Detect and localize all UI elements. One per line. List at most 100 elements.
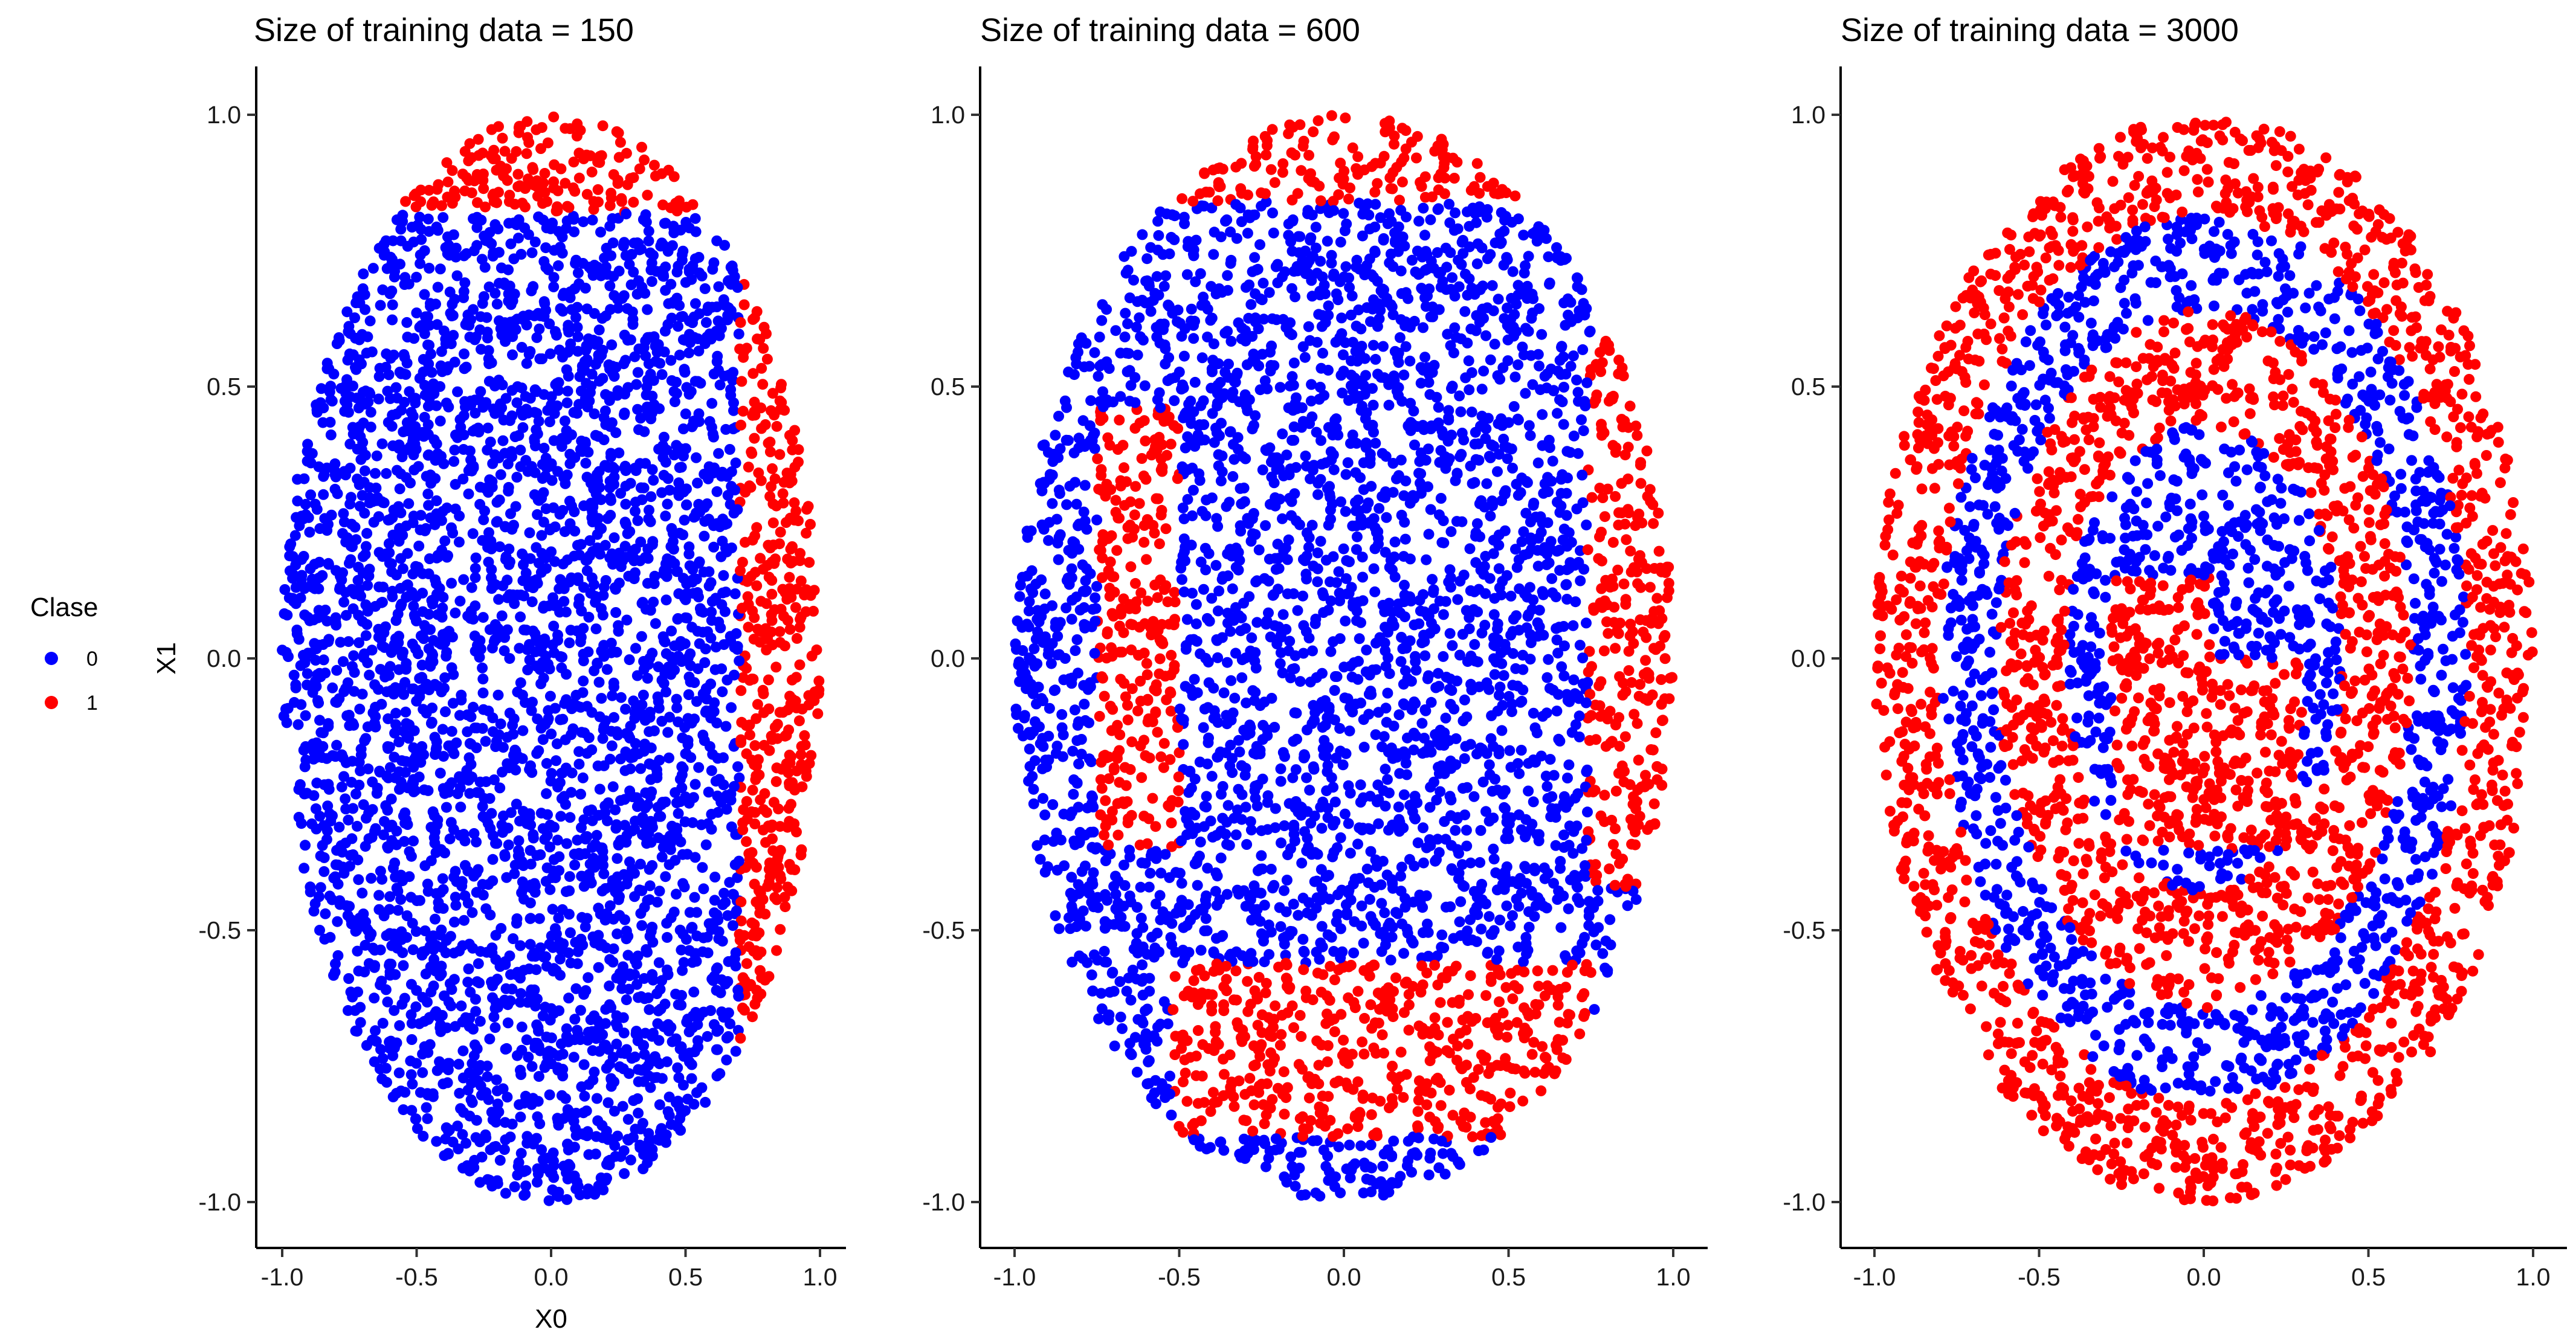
point — [376, 873, 388, 885]
point — [310, 803, 321, 814]
point — [544, 1089, 555, 1101]
point — [737, 602, 747, 614]
point — [613, 265, 625, 277]
point — [737, 405, 749, 417]
point — [777, 488, 789, 500]
point — [642, 304, 653, 315]
point — [554, 606, 566, 618]
point — [620, 480, 631, 492]
point — [474, 1177, 486, 1188]
point — [419, 328, 430, 339]
point — [432, 550, 444, 561]
point — [499, 146, 511, 157]
point — [493, 729, 505, 741]
x-axis-title: X0 — [535, 1304, 567, 1334]
point — [349, 521, 361, 533]
point — [568, 214, 579, 225]
point — [604, 999, 615, 1011]
point — [631, 979, 642, 990]
point — [654, 403, 665, 414]
point — [342, 355, 353, 366]
point — [767, 388, 778, 399]
point — [640, 209, 651, 220]
point — [531, 542, 542, 553]
point — [648, 159, 660, 171]
point — [546, 728, 557, 740]
point — [626, 249, 638, 260]
point — [397, 530, 408, 541]
point — [473, 864, 484, 875]
point — [345, 850, 356, 861]
point — [525, 913, 536, 924]
point — [1578, 425, 1589, 436]
point — [482, 422, 494, 434]
point — [493, 121, 504, 132]
point — [775, 526, 786, 538]
point — [1474, 172, 1486, 183]
point — [552, 834, 563, 846]
point — [722, 310, 734, 321]
point — [543, 1195, 555, 1206]
point — [563, 202, 575, 213]
point — [1326, 110, 1337, 121]
point — [621, 519, 631, 530]
point — [625, 752, 636, 764]
point — [399, 807, 411, 818]
point — [330, 859, 341, 870]
point — [468, 701, 479, 713]
point — [682, 713, 694, 724]
point — [790, 602, 801, 613]
point — [552, 781, 563, 793]
point — [608, 169, 619, 180]
point — [441, 934, 452, 946]
point — [544, 348, 556, 359]
point — [656, 237, 668, 249]
point — [353, 402, 364, 414]
legend-label-0: 0 — [86, 648, 98, 670]
point — [1480, 990, 1492, 1002]
point — [535, 808, 547, 819]
point — [1395, 656, 1407, 667]
legend-swatch-0 — [45, 652, 58, 665]
point — [704, 416, 715, 427]
point — [671, 205, 683, 217]
point — [630, 465, 642, 477]
point — [559, 415, 570, 426]
point — [1410, 651, 1421, 662]
point — [614, 1061, 625, 1072]
point — [367, 776, 378, 788]
point — [705, 632, 717, 644]
point — [683, 1026, 695, 1038]
point — [466, 771, 477, 783]
point — [299, 788, 310, 800]
point — [627, 313, 639, 325]
point — [741, 958, 752, 969]
point — [775, 603, 787, 615]
point — [645, 368, 656, 380]
point — [331, 338, 343, 349]
point — [531, 408, 543, 419]
point — [749, 759, 760, 770]
point — [775, 870, 786, 881]
point — [527, 696, 538, 708]
point — [579, 365, 590, 376]
point — [676, 461, 687, 473]
point — [645, 264, 657, 275]
point — [451, 876, 462, 887]
point — [375, 300, 386, 311]
point — [752, 992, 763, 1004]
point — [1257, 277, 1269, 289]
point — [601, 269, 613, 280]
point — [1145, 242, 1157, 253]
point — [347, 428, 359, 440]
point — [590, 429, 601, 441]
point — [425, 718, 437, 729]
point — [459, 860, 471, 871]
point — [1097, 572, 1108, 584]
point — [654, 886, 665, 897]
point — [335, 637, 346, 648]
point — [457, 1129, 468, 1140]
point — [515, 1064, 526, 1076]
point — [466, 582, 477, 593]
point — [428, 196, 439, 208]
